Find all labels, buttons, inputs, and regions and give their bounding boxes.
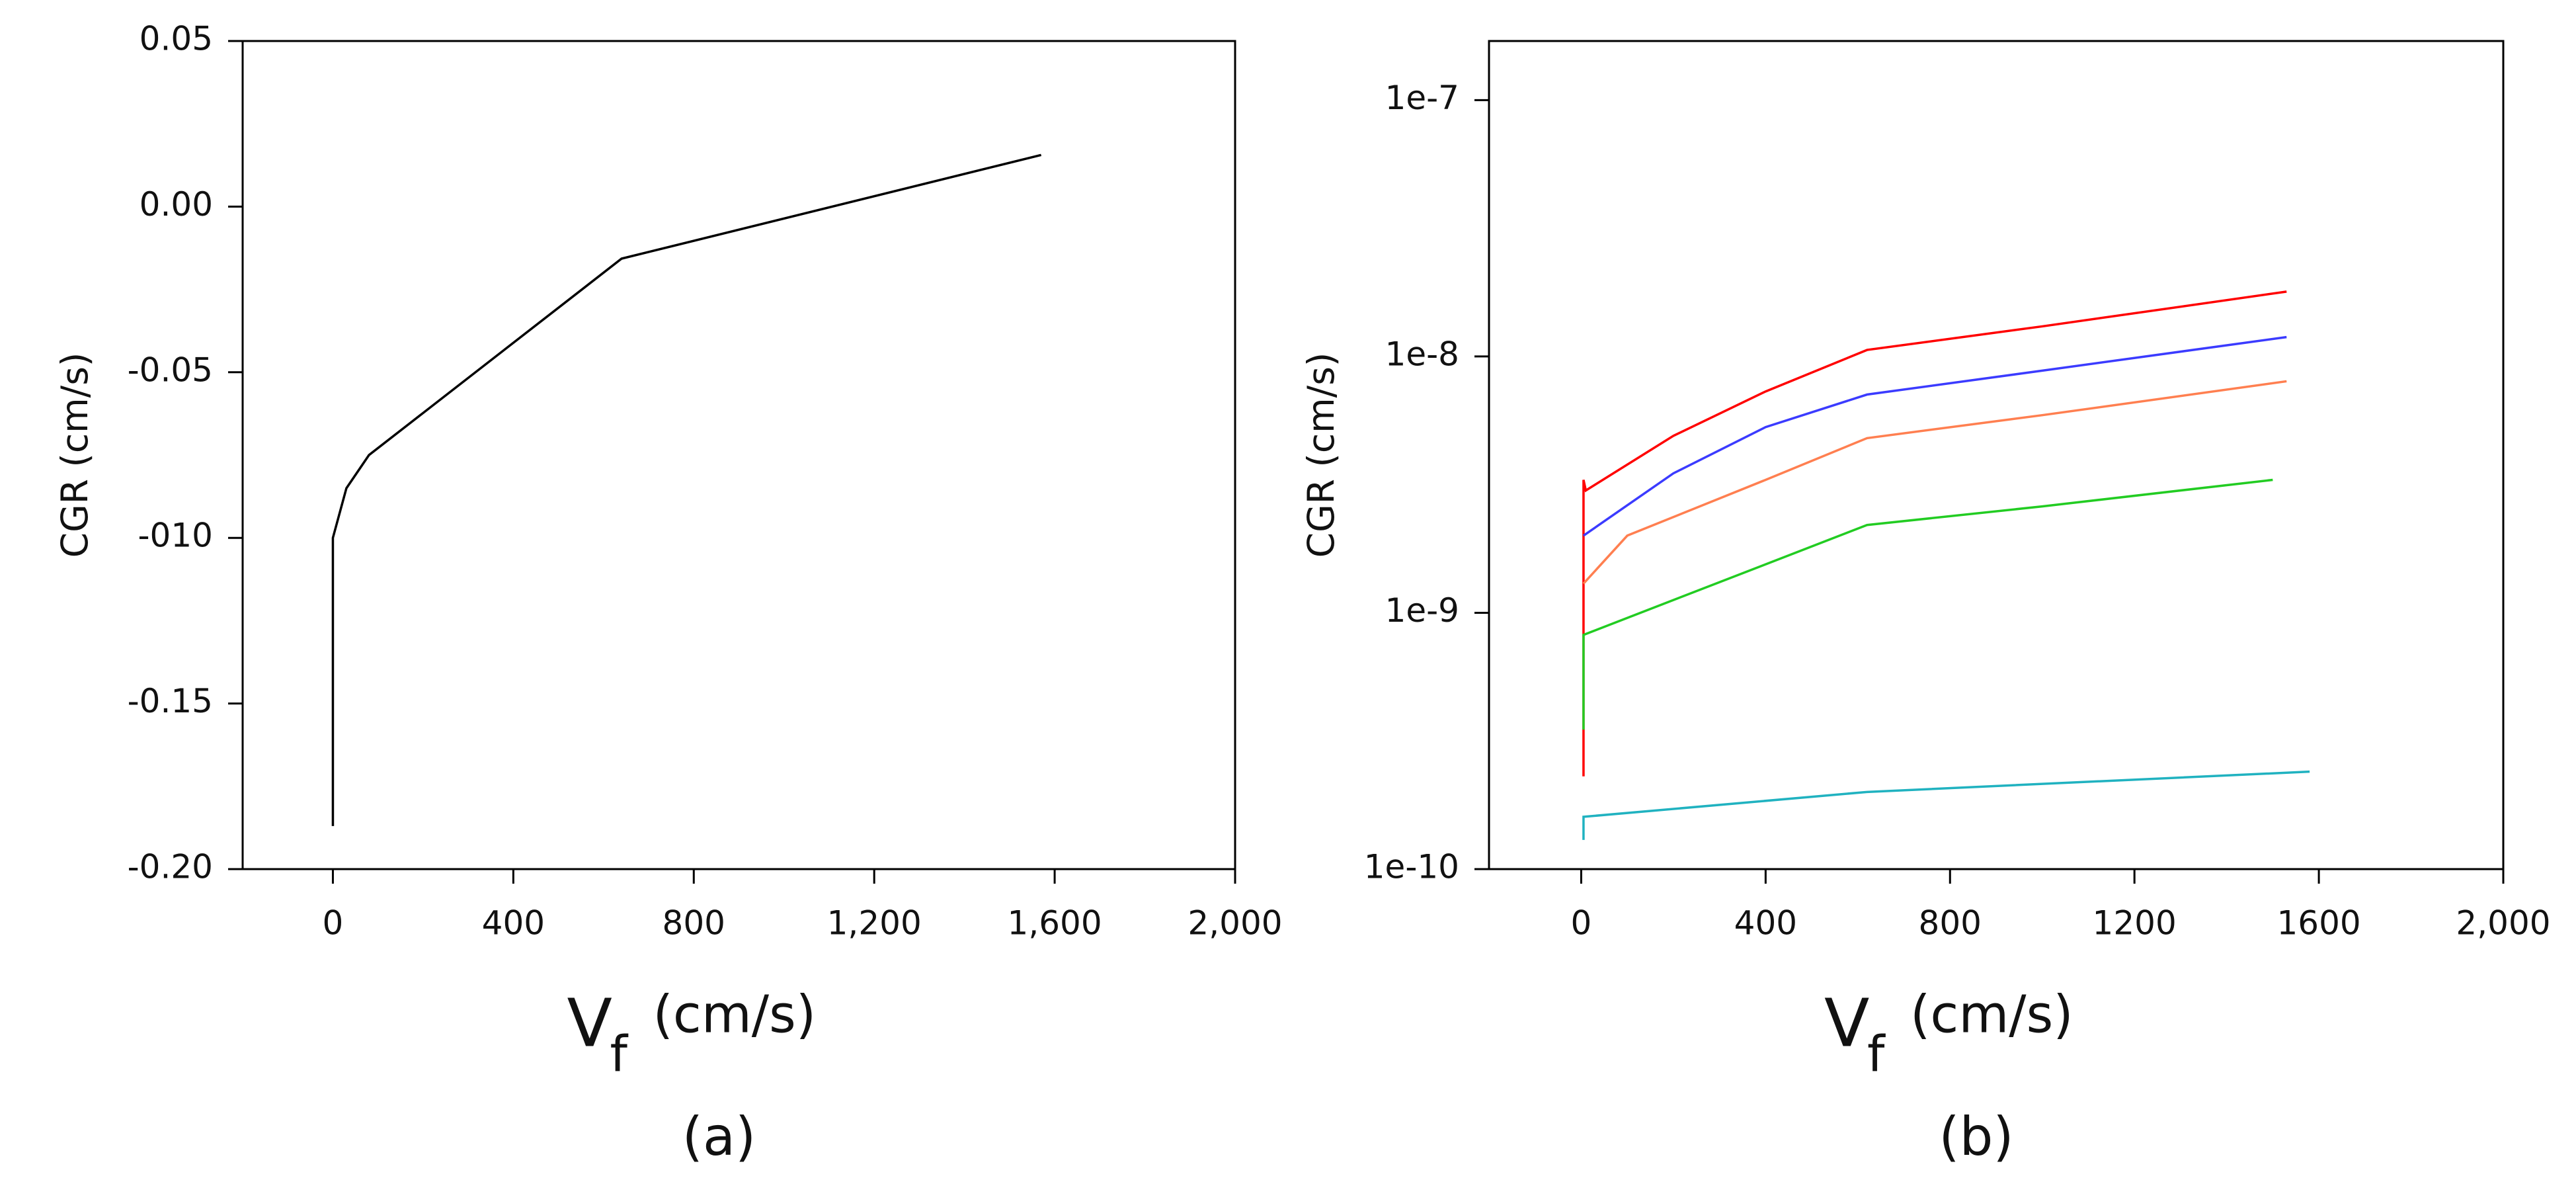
plot-frame — [1488, 40, 2505, 870]
x-axis-unit: (cm/s) — [1910, 985, 2073, 1044]
y-tick-label: 1e-9 — [1385, 591, 1459, 630]
x-tick-label: 400 — [1734, 904, 1797, 943]
x-axis-symbol: V — [1824, 984, 1869, 1062]
data-line — [1582, 290, 2287, 777]
x-axis-unit: (cm/s) — [653, 985, 817, 1044]
data-line — [1582, 335, 2287, 537]
x-tick-label: 400 — [482, 904, 545, 943]
x-tick-label: 1200 — [2093, 904, 2177, 943]
x-axis-subscript: f — [1867, 1025, 1886, 1083]
y-tick-label: -0.15 — [128, 682, 213, 720]
x-axis-symbol: V — [567, 984, 612, 1062]
x-axis-subscript: f — [610, 1025, 629, 1083]
y-axis-title: CGR (cm/s) — [1300, 353, 1342, 558]
y-tick-label: -0.05 — [128, 351, 213, 389]
x-tick-label: 2,000 — [2456, 904, 2550, 943]
chart: 0 400 800 1,200 1,600 2,000 0.05 0.00 -0.05 -010 -… — [54, 20, 1282, 1167]
y-tick-label: 0.00 — [140, 185, 213, 224]
chart: 0 400 800 1200 1600 2,000 1e-10 1e-9 1e-8 1e-7 CGR… — [1300, 40, 2551, 1167]
data-line — [1582, 380, 2287, 585]
y-tick-label: 1e-7 — [1385, 79, 1459, 117]
caption: (b) — [1939, 1106, 2013, 1167]
caption: (a) — [682, 1106, 756, 1167]
y-tick-label: 0.05 — [140, 20, 213, 58]
x-tick-label: 1600 — [2276, 904, 2360, 943]
x-tick-label: 800 — [1919, 904, 1982, 943]
plot-frame — [241, 40, 1236, 870]
x-tick-label: 0 — [323, 904, 344, 943]
y-tick-label: 1e-10 — [1364, 848, 1459, 886]
x-tick-label: 2,000 — [1187, 904, 1282, 943]
x-tick-label: 1,600 — [1008, 904, 1102, 943]
y-tick-label: -010 — [138, 517, 213, 555]
y-tick-label: -0.20 — [128, 848, 213, 886]
x-tick-label: 1,200 — [827, 904, 922, 943]
data-line — [1582, 770, 2310, 840]
x-tick-label: 800 — [663, 904, 725, 943]
data-line — [1582, 478, 2273, 730]
data-line — [331, 153, 1042, 826]
y-tick-label: 1e-8 — [1385, 335, 1459, 373]
x-tick-label: 0 — [1571, 904, 1592, 943]
y-axis-title: CGR (cm/s) — [54, 353, 96, 558]
